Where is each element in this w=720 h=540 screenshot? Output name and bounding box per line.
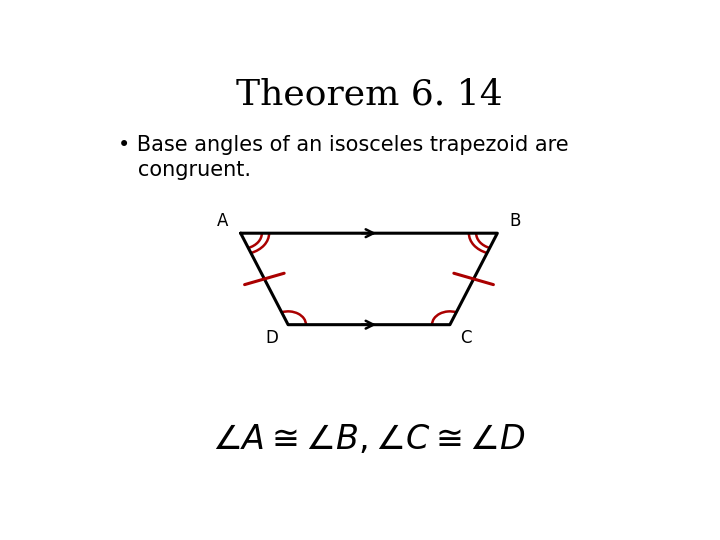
Text: D: D: [265, 329, 278, 347]
Text: $\angle A \cong \angle B, \angle C \cong \angle D$: $\angle A \cong \angle B, \angle C \cong…: [212, 423, 526, 456]
Text: • Base angles of an isosceles trapezoid are: • Base angles of an isosceles trapezoid …: [118, 136, 569, 156]
Text: Theorem 6. 14: Theorem 6. 14: [235, 77, 503, 111]
Text: A: A: [217, 212, 228, 230]
Text: C: C: [460, 329, 472, 347]
Text: B: B: [510, 212, 521, 230]
Text: congruent.: congruent.: [118, 160, 251, 180]
